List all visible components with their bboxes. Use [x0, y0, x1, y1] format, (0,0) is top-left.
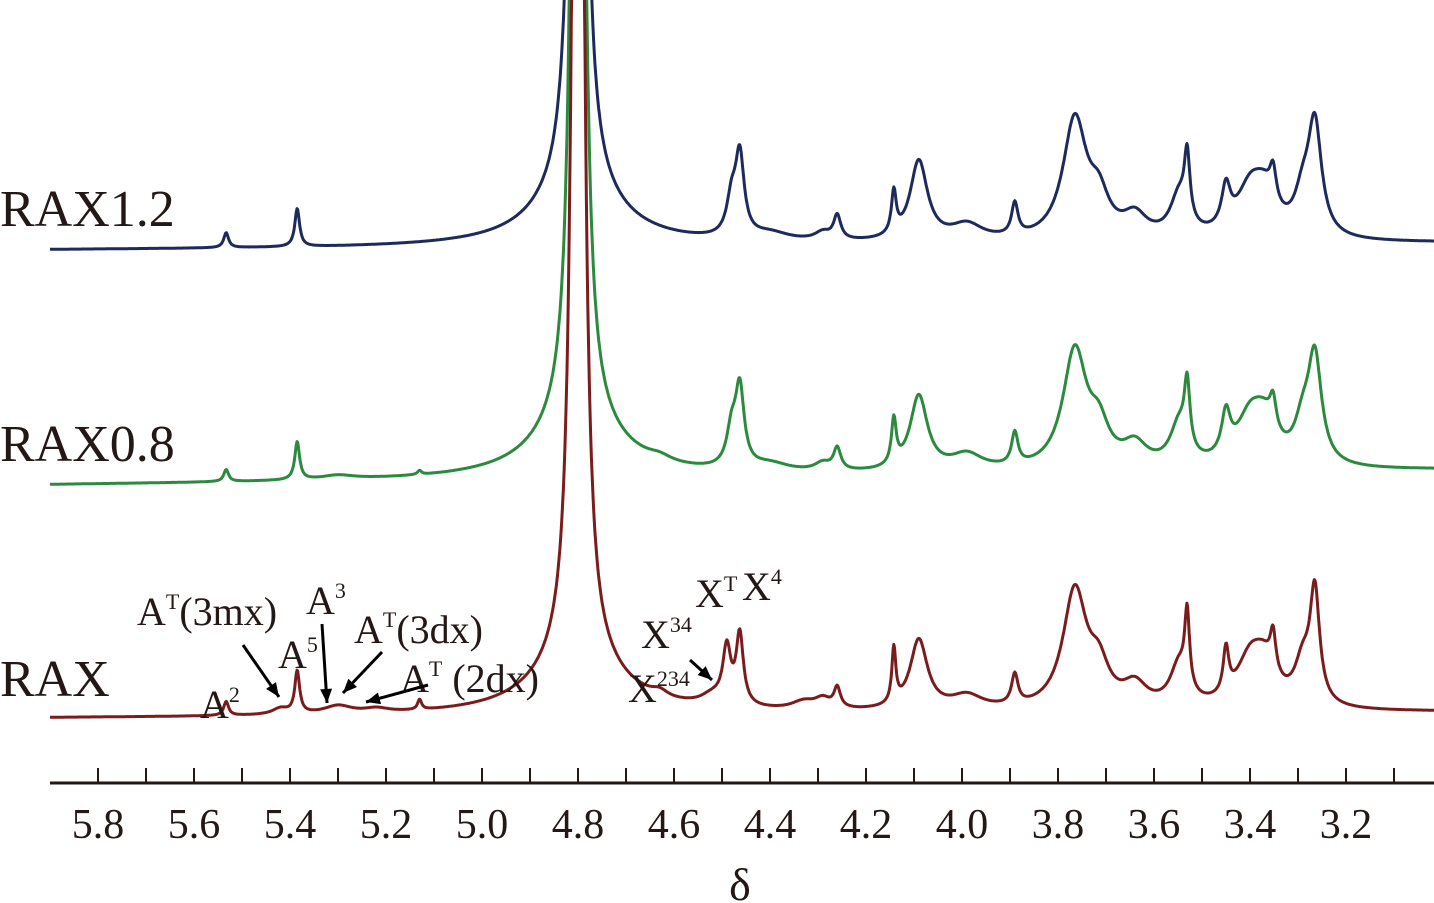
annotation-at2dx: AT (2dx): [400, 656, 539, 701]
annotation-base: A: [400, 656, 429, 701]
trace-rax: [49, 0, 1434, 719]
annotation-sup: 3: [335, 578, 346, 603]
x-tick-label: 4.2: [840, 802, 893, 848]
annotation-base: X: [695, 571, 724, 616]
annotation-arrow: [365, 683, 429, 705]
annotation-base: A: [278, 632, 307, 677]
annotation-arrow: [341, 650, 384, 695]
annotation-tail: (3mx): [179, 589, 277, 634]
annotation-sup: 234: [657, 666, 690, 691]
x-axis: 5.8 5.6 5.4 5.2 5.0 4.8 4.6 4.4 4.2 4.0 3.8 3.6 3.4 3…: [50, 768, 1434, 848]
x-tick-label: 3.4: [1224, 802, 1277, 848]
annotation-x34: X34: [641, 612, 692, 657]
x-tick-label: 5.4: [264, 802, 317, 848]
annotation-sup: 4: [771, 564, 782, 589]
annotation-xt: XT: [695, 571, 738, 616]
x-tick-label: 5.0: [456, 802, 509, 848]
annotation-sup: T: [429, 656, 443, 681]
annotation-a2: A2: [200, 682, 240, 727]
x-tick-label: 5.6: [168, 802, 221, 848]
x-tick-label: 5.8: [72, 802, 125, 848]
annotation-arrow: [241, 644, 281, 698]
annotation-base: X: [641, 612, 670, 657]
trace-rax0-8: [49, 0, 1434, 486]
x-tick-label: 3.8: [1032, 802, 1085, 848]
x-tick-label: 4.6: [648, 802, 701, 848]
annotation-arrow: [320, 623, 333, 704]
annotation-base: A: [306, 578, 335, 623]
annotation-sup: 5: [307, 632, 318, 657]
annotation-a3: A3: [306, 578, 346, 623]
x-tick-label: 4.4: [744, 802, 797, 848]
annotation-x4: X4: [742, 564, 782, 609]
annotation-at3dx: AT(3dx): [354, 607, 483, 652]
x-tick-label: 3.2: [1320, 802, 1373, 848]
annotation-tail: (3dx): [396, 607, 483, 652]
annotation-base: X: [742, 564, 771, 609]
annotation-base: A: [200, 682, 229, 727]
annotation-sup: 34: [670, 612, 692, 637]
annotation-a5: A5: [278, 632, 318, 677]
annotation-base: A: [137, 589, 166, 634]
x-tick-label: 4.0: [936, 802, 989, 848]
annotation-base: A: [354, 607, 383, 652]
x-axis-label: δ: [729, 859, 751, 903]
x-tick-label: 3.6: [1128, 802, 1181, 848]
spectra-traces: [49, 0, 1434, 719]
annotation-sup: T: [383, 607, 397, 632]
annotation-base: X: [628, 666, 657, 711]
annotation-sup: T: [166, 589, 180, 614]
annotation-sup: 2: [229, 682, 240, 707]
series-label-rax1-2: RAX1.2: [0, 181, 175, 238]
x-tick-label: 4.8: [552, 802, 605, 848]
annotation-x234: X234: [628, 666, 690, 711]
annotation-sup: T: [724, 571, 738, 596]
x-tick-label: 5.2: [360, 802, 413, 848]
trace-rax1-2: [49, 0, 1434, 251]
annotation-tail: (2dx): [442, 656, 539, 701]
annotation-arrow: [688, 658, 714, 682]
annotation-at3mx: AT(3mx): [137, 589, 277, 634]
series-label-rax0-8: RAX0.8: [0, 416, 175, 473]
series-label-rax: RAX: [0, 651, 110, 708]
